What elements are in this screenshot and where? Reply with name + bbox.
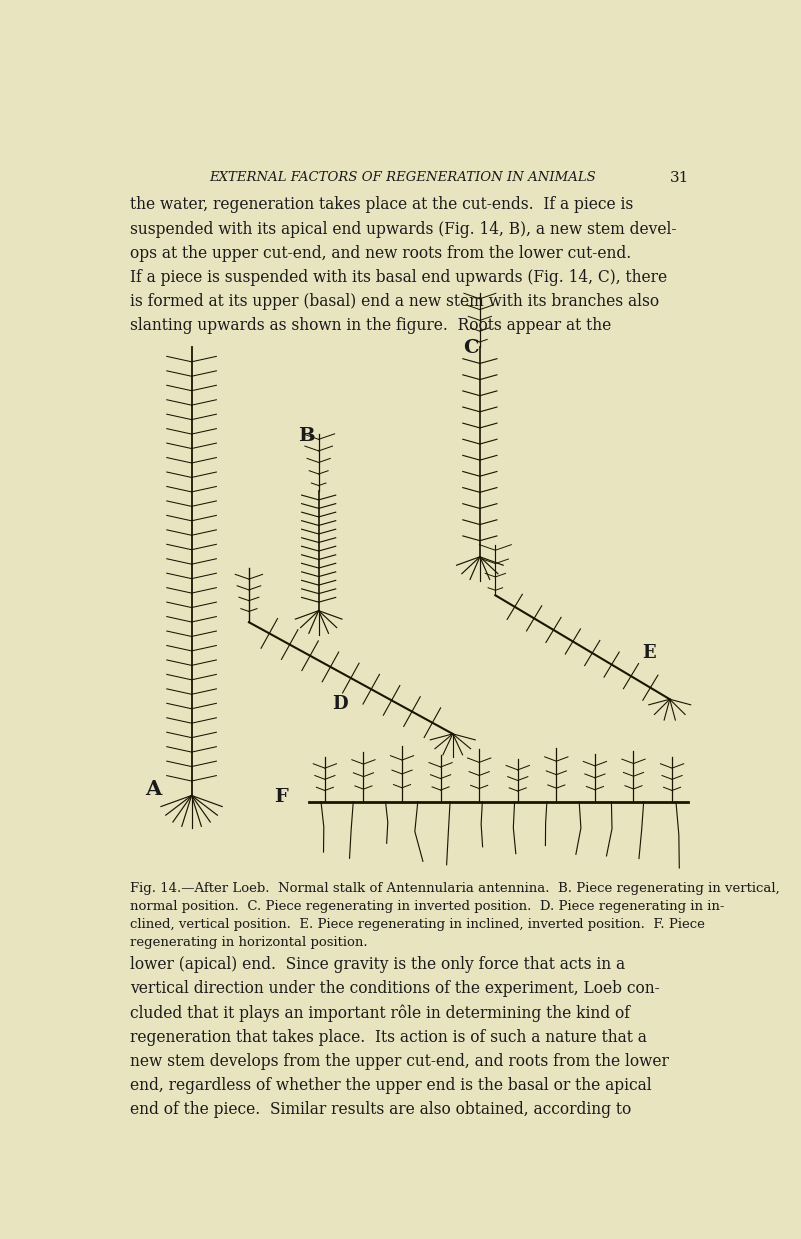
Text: E: E	[642, 644, 656, 663]
Text: the water, regeneration takes place at the cut-ends.  If a piece is
suspended wi: the water, regeneration takes place at t…	[130, 197, 676, 335]
Text: D: D	[332, 695, 348, 714]
Text: C: C	[463, 338, 478, 357]
Text: Fig. 14.—After Loeb.  Normal stalk of Antennularia antennina.  B. Piece regenera: Fig. 14.—After Loeb. Normal stalk of Ant…	[130, 882, 779, 949]
Text: EXTERNAL FACTORS OF REGENERATION IN ANIMALS: EXTERNAL FACTORS OF REGENERATION IN ANIM…	[209, 171, 596, 185]
Text: F: F	[275, 788, 288, 805]
Text: B: B	[299, 427, 315, 445]
Text: lower (apical) end.  Since gravity is the only force that acts in a
vertical dir: lower (apical) end. Since gravity is the…	[130, 955, 669, 1119]
Text: A: A	[145, 779, 161, 799]
Text: 31: 31	[670, 171, 690, 185]
